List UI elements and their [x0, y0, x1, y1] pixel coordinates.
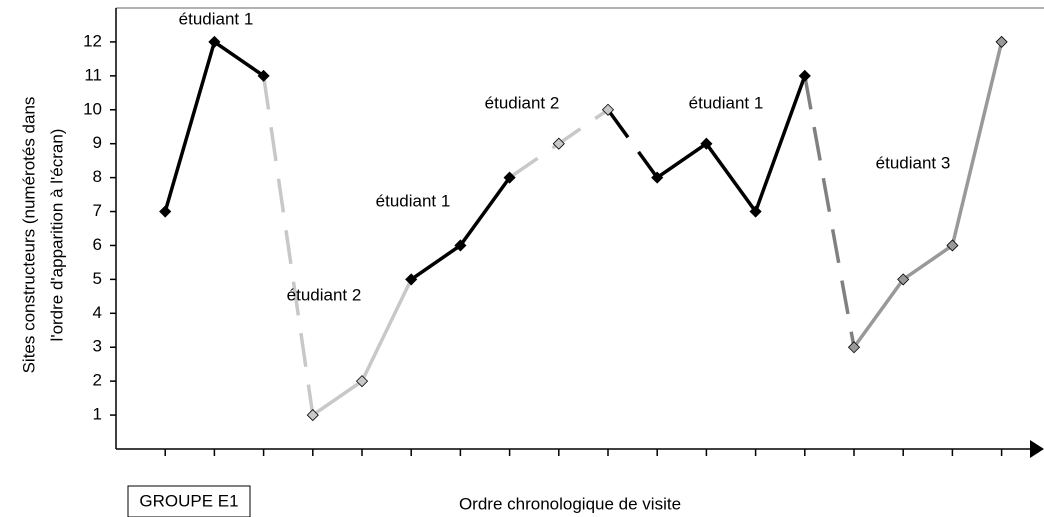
y-tick-label: 8 [93, 167, 102, 186]
annotation: étudiant 1 [179, 9, 254, 28]
x-axis-arrow [1030, 440, 1044, 458]
annotation: étudiant 2 [287, 285, 362, 304]
annotation: étudiant 2 [485, 93, 560, 112]
y-tick-label: 9 [93, 133, 102, 152]
line-segment [852, 41, 1004, 349]
x-axis-label: Ordre chronologique de visite [459, 494, 681, 513]
y-tick-label: 4 [93, 303, 102, 322]
y-tick-label: 7 [93, 201, 102, 220]
y-tick-label: 10 [83, 99, 102, 118]
y-tick-label: 2 [93, 371, 102, 390]
y-tick-label: 1 [93, 405, 102, 424]
data-marker [897, 273, 910, 286]
data-marker [306, 409, 319, 422]
annotation: étudiant 3 [876, 153, 951, 172]
data-marker [601, 103, 615, 116]
line-segment [656, 75, 807, 216]
data-marker [257, 69, 270, 82]
data-marker [552, 137, 565, 150]
data-marker [454, 239, 467, 252]
y-tick-label: 11 [84, 65, 102, 84]
line-segment [163, 39, 265, 213]
line-segment [606, 108, 659, 179]
data-marker [208, 35, 221, 48]
data-marker [946, 239, 959, 252]
data-marker [749, 205, 762, 218]
data-marker [159, 205, 172, 218]
data-marker [503, 171, 516, 184]
y-axis-label: Sites constructeurs (numérotés dans [19, 97, 38, 374]
data-marker [798, 69, 811, 82]
annotation: étudiant 1 [689, 93, 764, 112]
group-label: GROUPE E1 [139, 491, 238, 510]
data-marker [847, 341, 861, 354]
y-tick-label: 6 [93, 235, 102, 254]
line-segment [261, 75, 315, 416]
group-box [127, 485, 251, 517]
data-marker [405, 273, 418, 286]
data-marker [995, 35, 1008, 48]
data-marker [651, 171, 664, 184]
line-segment [803, 75, 856, 348]
data-marker [355, 375, 369, 388]
y-tick-label: 3 [93, 337, 102, 356]
data-marker [700, 137, 713, 150]
y-axis-label: l'ordre d'apparition à l'écran) [47, 129, 66, 342]
y-tick-label: 5 [93, 269, 102, 288]
y-tick-label: 12 [83, 31, 102, 50]
annotation: étudiant 1 [376, 191, 451, 210]
